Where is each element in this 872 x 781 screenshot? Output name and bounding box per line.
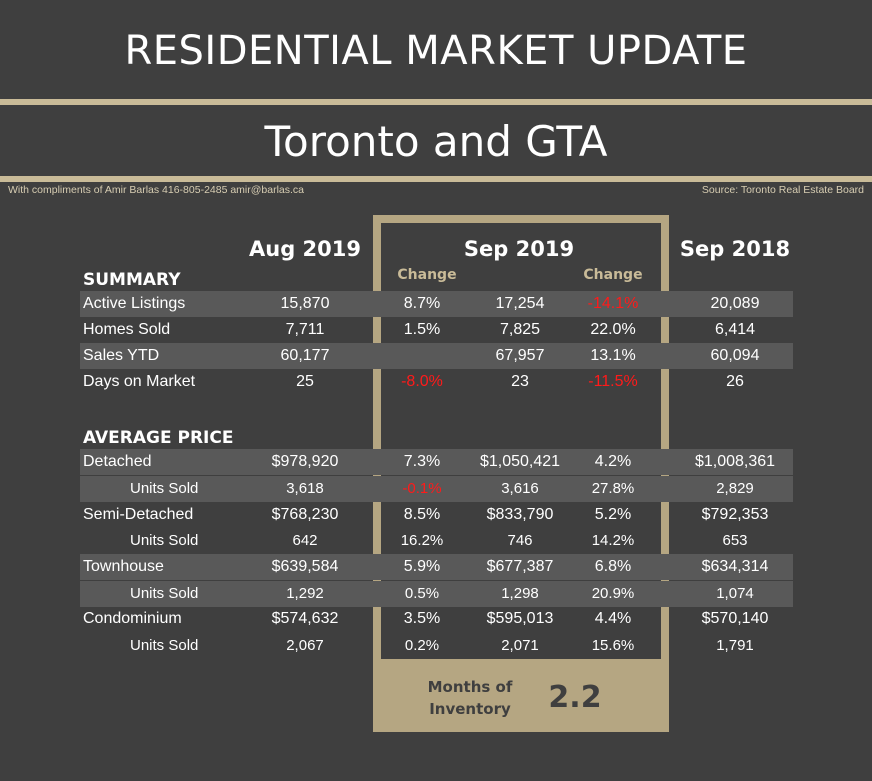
cell-chg1	[382, 343, 462, 369]
change-header-yearly: Change	[583, 267, 643, 283]
change-header-monthly: Change	[397, 267, 457, 283]
row-label: Condominium	[83, 610, 182, 627]
months-of-inventory-label: Months of Inventory	[418, 676, 522, 720]
cell-aug: 15,870	[280, 295, 330, 312]
cell-prev: 2,829	[716, 480, 754, 497]
cell-sep: 3,616	[501, 480, 539, 497]
title-rule-bottom	[0, 176, 872, 182]
cell-prev: 6,414	[714, 321, 756, 338]
months-of-inventory-value: 2.2	[548, 680, 602, 715]
cell-chg2: -14.1%	[587, 295, 639, 312]
row-stripe	[80, 343, 793, 369]
row-label: Detached	[83, 453, 152, 470]
row-label: Days on Market	[83, 373, 196, 390]
cell-sep: $833,790	[486, 506, 554, 523]
cell-chg2: 22.0%	[590, 321, 636, 338]
cell-sep: $677,387	[486, 558, 554, 575]
cell-prev: $1,008,361	[694, 453, 776, 470]
cell-chg1: 7.3%	[403, 453, 441, 470]
cell-aug: $639,584	[271, 558, 339, 575]
cell-sep: 2,071	[501, 637, 539, 654]
cell-chg1: 3.5%	[403, 610, 441, 627]
cell-sep: 7,825	[499, 321, 541, 338]
report-subtitle: Toronto and GTA	[264, 117, 608, 166]
row-label: Units Sold	[130, 532, 199, 549]
row-label: Units Sold	[130, 480, 199, 497]
row-label: Semi-Detached	[83, 506, 194, 523]
row-label: Townhouse	[83, 558, 164, 575]
cell-prev: 26	[726, 373, 744, 390]
row-label: Active Listings	[83, 295, 186, 312]
cell-sep: 23	[511, 373, 529, 390]
cell-chg1: 16.2%	[400, 532, 444, 549]
cell-chg2: 20.9%	[591, 585, 635, 602]
cell-sep: 1,298	[501, 585, 539, 602]
row-label: Homes Sold	[83, 321, 171, 338]
cell-aug: 2,067	[286, 637, 324, 654]
row-stripe	[80, 554, 793, 580]
cell-aug: $574,632	[271, 610, 339, 627]
cell-chg1: 0.5%	[404, 585, 440, 602]
column-header-aug-2019: Aug 2019	[249, 237, 361, 261]
months-of-inventory-label-line2: Inventory	[429, 700, 511, 718]
cell-chg2: 4.2%	[594, 453, 632, 470]
cell-prev: 20,089	[710, 295, 760, 312]
row-stripe	[80, 449, 793, 475]
cell-prev: 60,094	[710, 347, 760, 364]
cell-chg2: 13.1%	[590, 347, 636, 364]
cell-sep: 17,254	[495, 295, 545, 312]
cell-prev: 653	[722, 532, 748, 549]
cell-aug: 1,292	[286, 585, 324, 602]
row-label: Sales YTD	[83, 347, 160, 364]
row-stripe	[80, 581, 793, 607]
cell-chg2: 14.2%	[591, 532, 635, 549]
cell-chg2: 6.8%	[594, 558, 632, 575]
cell-prev: $634,314	[701, 558, 769, 575]
credit-line: With compliments of Amir Barlas 416-805-…	[8, 184, 305, 196]
cell-chg1: 0.2%	[404, 637, 440, 654]
row-stripe	[80, 291, 793, 317]
cell-aug: $978,920	[271, 453, 339, 470]
cell-prev: 1,074	[716, 585, 754, 602]
source-line: Source: Toronto Real Estate Board	[701, 184, 864, 196]
cell-aug: 3,618	[286, 480, 324, 497]
cell-aug: 25	[296, 373, 314, 390]
row-label: Units Sold	[130, 585, 199, 602]
summary-heading: SUMMARY	[83, 270, 181, 290]
cell-aug: 60,177	[280, 347, 330, 364]
cell-aug: 7,711	[285, 321, 325, 338]
cell-chg2: 27.8%	[591, 480, 635, 497]
cell-chg1: 8.7%	[403, 295, 441, 312]
cell-chg2: 5.2%	[594, 506, 632, 523]
cell-sep: 67,957	[495, 347, 545, 364]
title-rule-top	[0, 99, 872, 105]
cell-chg1: -0.1%	[402, 480, 442, 497]
cell-prev: $792,353	[701, 506, 769, 523]
cell-aug: 642	[292, 532, 318, 549]
cell-prev: 1,791	[716, 637, 754, 654]
cell-chg1: 5.9%	[403, 558, 441, 575]
cell-sep: 746	[507, 532, 533, 549]
cell-sep: $1,050,421	[479, 453, 561, 470]
cell-sep: $595,013	[486, 610, 554, 627]
cell-chg1: 8.5%	[403, 506, 441, 523]
report-title: RESIDENTIAL MARKET UPDATE	[124, 28, 748, 74]
row-label: Units Sold	[130, 637, 199, 654]
cell-chg2: 15.6%	[591, 637, 635, 654]
cell-chg1: 1.5%	[403, 321, 441, 338]
cell-chg2: 4.4%	[594, 610, 632, 627]
column-header-sep-2019: Sep 2019	[463, 237, 575, 261]
average-price-heading: AVERAGE PRICE	[83, 428, 234, 448]
cell-chg2: -11.5%	[588, 373, 638, 390]
months-of-inventory-label-line1: Months of	[427, 678, 513, 696]
cell-aug: $768,230	[271, 506, 339, 523]
column-header-sep-2018: Sep 2018	[679, 237, 791, 261]
cell-prev: $570,140	[701, 610, 769, 627]
cell-chg1: -8.0%	[401, 373, 443, 390]
row-stripe	[80, 476, 793, 502]
